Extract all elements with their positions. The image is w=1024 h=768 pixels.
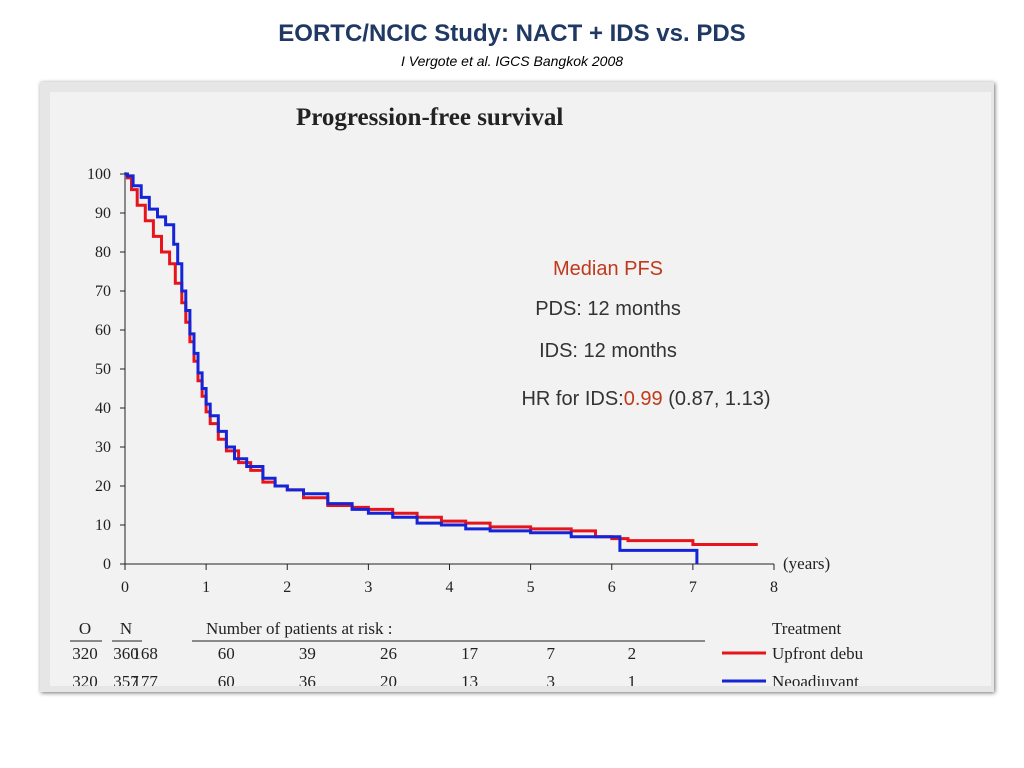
series-neoadjuvant-line xyxy=(125,172,699,564)
legend-label: Neoadjuvant xyxy=(772,672,859,686)
risk-count: 7 xyxy=(547,644,556,663)
axes: 0 10 20 30 40 50 60 70 80 90 100 0 1 2 3 4 5 6 7 8 xyxy=(87,166,778,596)
hr-ci: (0.87, 1.13) xyxy=(663,388,771,410)
figure-panel: Progression-free survival 0 10 20 30 40 50 60 7… xyxy=(50,92,991,686)
risk-count: 60 xyxy=(218,644,235,663)
x-tick-label: 4 xyxy=(446,579,454,596)
x-tick-label: 1 xyxy=(202,579,210,596)
y-tick-label: 10 xyxy=(95,517,111,534)
risk-count: 20 xyxy=(380,672,397,686)
risk-header: Number of patients at risk : xyxy=(206,619,393,638)
risk-row-n: 357 xyxy=(113,672,139,686)
y-tick-label: 60 xyxy=(95,322,111,339)
risk-count: 3 xyxy=(547,672,556,686)
x-tick-label: 7 xyxy=(689,579,697,596)
y-tick-label: 40 xyxy=(95,400,111,417)
risk-table: O N Number of patients at risk : Treatment 3… xyxy=(70,619,864,686)
hr-value: 0.99 xyxy=(624,388,663,410)
risk-count: 60 xyxy=(218,672,235,686)
x-tick-label: 8 xyxy=(770,579,778,596)
risk-count: 17 xyxy=(461,644,479,663)
slide-subtitle: I Vergote et al. IGCS Bangkok 2008 xyxy=(400,53,624,69)
x-tick-label: 5 xyxy=(527,579,535,596)
risk-col-o-header: O xyxy=(79,619,91,638)
risk-row-o: 320 xyxy=(72,672,98,686)
y-tick-label: 30 xyxy=(95,439,111,456)
y-tick-label: 20 xyxy=(95,478,111,495)
risk-count: 2 xyxy=(628,644,637,663)
x-tick-label: 3 xyxy=(364,579,372,596)
risk-count: 1 xyxy=(628,672,637,686)
risk-count: 39 xyxy=(299,644,316,663)
legend-label: Upfront debu xyxy=(772,644,864,663)
x-axis-label: (years) xyxy=(783,554,830,573)
risk-row-o: 320 xyxy=(72,644,98,663)
risk-count: 26 xyxy=(380,644,397,663)
x-tick-label: 0 xyxy=(121,579,129,596)
annotation-hazard-ratio: HR for IDS:0.99 (0.87, 1.13) xyxy=(521,388,770,410)
km-chart: Progression-free survival 01020304050607… xyxy=(70,104,864,686)
y-tick-label: 70 xyxy=(95,283,111,300)
y-tick-label: 80 xyxy=(95,244,111,261)
y-tick-label: 50 xyxy=(95,361,111,378)
risk-count: 168 xyxy=(132,644,158,663)
x-tick-label: 2 xyxy=(283,579,291,596)
risk-count: 13 xyxy=(461,672,478,686)
annotation-ids-median: IDS: 12 months xyxy=(539,340,677,362)
annotation-median-label: Median PFS xyxy=(553,258,663,280)
series-layer xyxy=(125,172,758,564)
slide-title: EORTC/NCIC Study: NACT + IDS vs. PDS xyxy=(278,20,746,47)
risk-treatment-header: Treatment xyxy=(772,619,842,638)
risk-count: 177 xyxy=(132,672,158,686)
figure-frame: Progression-free survival 0 10 20 30 40 50 60 7… xyxy=(40,82,994,692)
x-tick-label: 6 xyxy=(608,579,616,596)
hr-prefix: HR for IDS: xyxy=(521,388,623,410)
annotation-pds-median: PDS: 12 months xyxy=(535,298,681,320)
risk-row-n: 360 xyxy=(113,644,139,663)
chart-title: Progression-free survival xyxy=(296,104,563,131)
y-tick-label: 100 xyxy=(87,166,111,183)
risk-col-n-header: N xyxy=(120,619,132,638)
y-tick-label: 90 xyxy=(95,205,111,222)
y-tick-label: 0 xyxy=(103,556,111,573)
risk-count: 36 xyxy=(299,672,316,686)
